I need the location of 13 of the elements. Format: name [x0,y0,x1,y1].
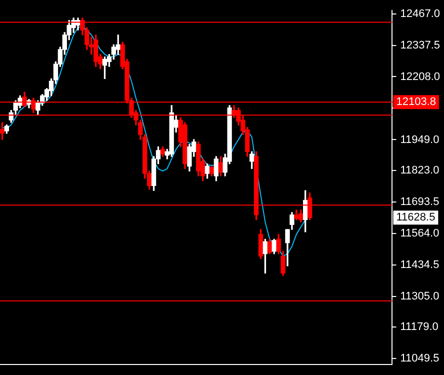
y-tick-label: 11564.0 [400,227,440,240]
ref-line-label: 12103.8 [396,96,436,108]
y-tick-label: 11305.0 [400,290,440,302]
y-tick-label: 12208.0 [400,70,440,83]
y-tick-label: 11434.5 [400,258,440,271]
y-tick-label: 11823.0 [400,164,440,176]
y-tick-label: 11179.0 [400,320,438,333]
y-tick-label: 11949.0 [400,134,440,146]
y-tick-label: 11049.5 [400,352,440,364]
y-tick-label: 12467.0 [400,8,440,20]
text: 11628.5 [396,212,436,224]
y-tick-label: 12337.5 [400,39,440,52]
y-tick-label: 11693.5 [400,196,440,208]
